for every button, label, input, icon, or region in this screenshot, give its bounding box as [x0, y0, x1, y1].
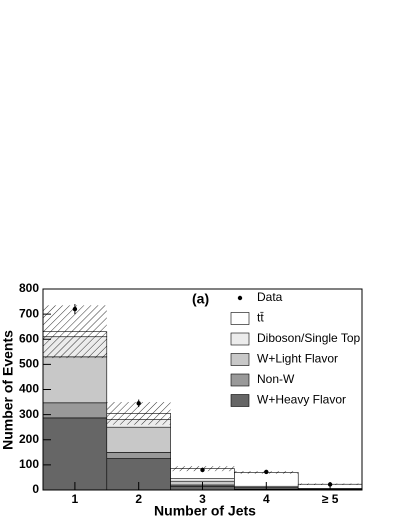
bar-segment	[42, 417, 108, 491]
legend-swatch	[230, 312, 250, 325]
data-point	[72, 306, 78, 312]
x-tick-label: ≥ 5	[322, 492, 339, 506]
y-tick-label: 100	[19, 457, 39, 471]
y-tick-label: 400	[19, 382, 39, 396]
legend-label: Diboson/Single Top	[257, 331, 361, 345]
y-tick-label: 600	[19, 331, 39, 345]
legend-label: tt̄	[257, 311, 264, 325]
legend-swatch	[230, 332, 250, 346]
legend-label: W+Light Flavor	[257, 352, 338, 366]
bar-segment	[42, 356, 108, 404]
y-tick-label: 0	[32, 482, 39, 496]
y-axis-label: Number of Events	[0, 330, 16, 450]
bar-segment	[106, 426, 171, 453]
y-tick-label: 300	[19, 407, 39, 421]
legend-label: Non-W	[257, 372, 295, 386]
data-point	[327, 482, 333, 487]
annotation: (a)	[192, 291, 209, 307]
legend-marker	[237, 295, 243, 301]
legend-swatch	[230, 353, 250, 366]
y-tick-label: 800	[19, 281, 39, 295]
uncertainty-band	[106, 402, 171, 425]
legend-swatch	[230, 394, 250, 407]
y-tick-label: 200	[19, 432, 39, 446]
x-axis-label: Number of Jets	[154, 503, 256, 519]
legend-swatch	[230, 373, 250, 387]
x-tick-label: 4	[263, 492, 270, 506]
bar-segment	[42, 402, 108, 419]
x-tick-label: 1	[72, 492, 79, 506]
y-tick-label: 500	[19, 357, 39, 371]
data-point	[136, 401, 141, 406]
bar-segment	[170, 478, 235, 482]
legend-label: W+Heavy Flavor	[257, 393, 346, 407]
x-tick-label: 2	[135, 492, 142, 506]
data-point	[200, 467, 205, 473]
y-tick-label: 700	[19, 306, 39, 320]
bar-segment	[106, 452, 171, 459]
x-tick-label: 3	[199, 492, 206, 506]
data-point	[264, 469, 269, 475]
legend-label: Data	[257, 290, 283, 304]
